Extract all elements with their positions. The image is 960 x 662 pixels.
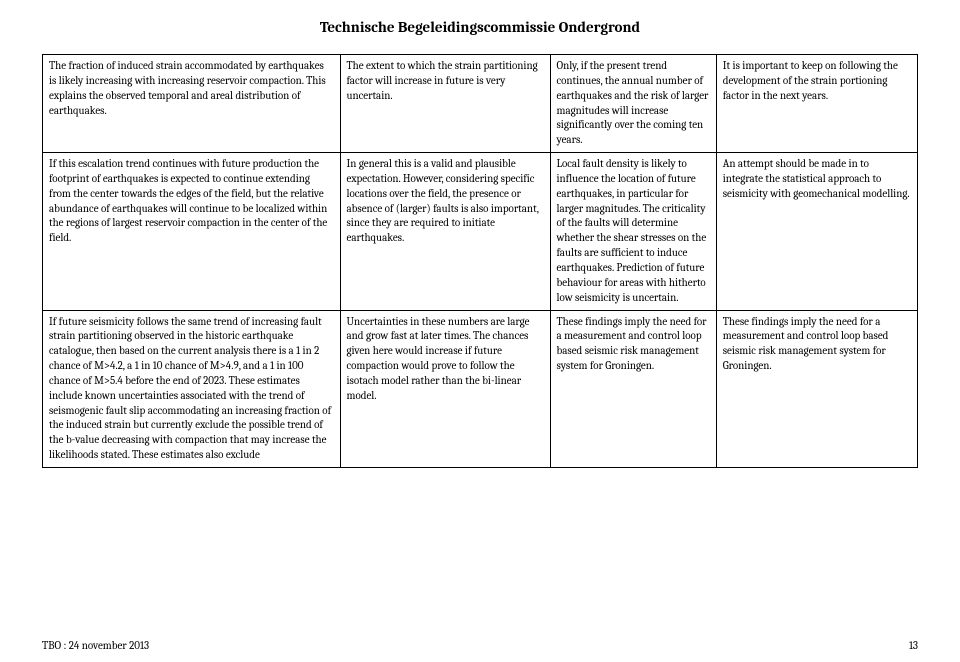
- cell-r1-c4: It is important to keep on following the…: [716, 55, 917, 153]
- footer-page-number: 13: [909, 639, 918, 652]
- cell-r2-c1: If this escalation trend continues with …: [43, 153, 341, 310]
- table-row: If future seismicity follows the same tr…: [43, 310, 918, 467]
- table-row: If this escalation trend continues with …: [43, 153, 918, 310]
- cell-r3-c3: These findings imply the need for a meas…: [550, 310, 716, 467]
- footer-left: TBO : 24 november 2013: [42, 639, 149, 652]
- cell-r1-c1: The fraction of induced strain accommoda…: [43, 55, 341, 153]
- footer: TBO : 24 november 2013 13: [42, 639, 918, 652]
- cell-r1-c3: Only, if the present trend continues, th…: [550, 55, 716, 153]
- cell-r2-c4: An attempt should be made in to integrat…: [716, 153, 917, 310]
- cell-r3-c2: Uncertainties in these numbers are large…: [340, 310, 550, 467]
- cell-r1-c2: The extent to which the strain partition…: [340, 55, 550, 153]
- doc-title: Technische Begeleidingscommissie Ondergr…: [42, 18, 918, 36]
- table-row: The fraction of induced strain accommoda…: [43, 55, 918, 153]
- cell-r2-c2: In general this is a valid and plausible…: [340, 153, 550, 310]
- cell-r3-c4: These findings imply the need for a meas…: [716, 310, 917, 467]
- cell-r2-c3: Local fault density is likely to influen…: [550, 153, 716, 310]
- content-table: The fraction of induced strain accommoda…: [42, 54, 918, 468]
- cell-r3-c1: If future seismicity follows the same tr…: [43, 310, 341, 467]
